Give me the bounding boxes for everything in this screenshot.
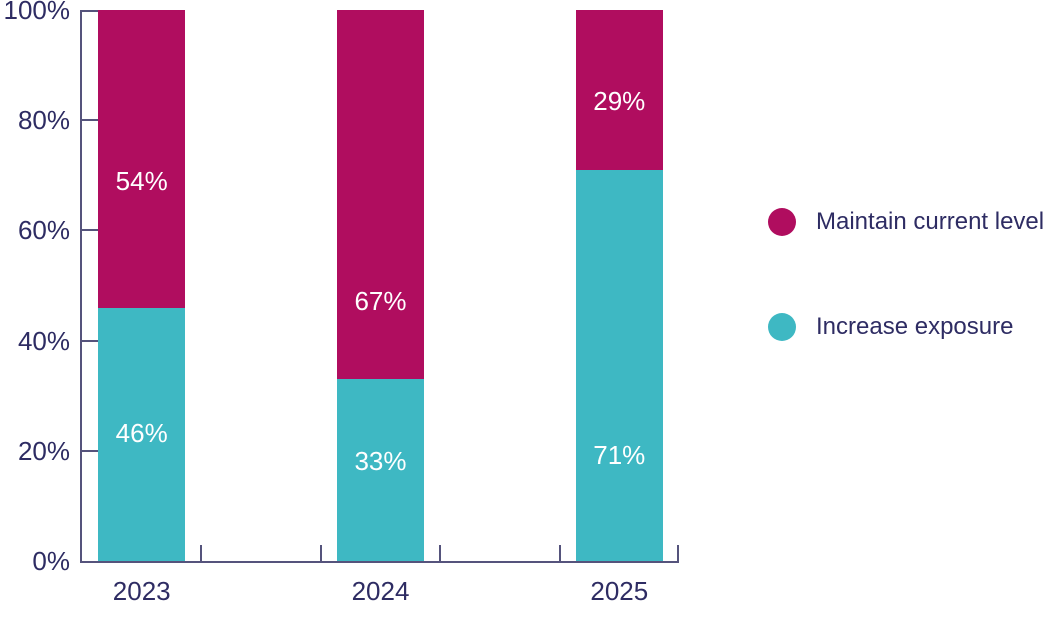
x-axis-tick xyxy=(319,545,322,561)
bar-segment-increase-exposure-2024 xyxy=(337,379,424,561)
bar-segment-increase-exposure-2025 xyxy=(575,169,663,561)
y-tick-label: 40% xyxy=(17,325,70,356)
x-axis-tick xyxy=(439,545,442,561)
bar-segment-maintain-current-level-2025 xyxy=(575,10,663,170)
bar-value-label: 46% xyxy=(115,418,168,449)
y-tick-label: 20% xyxy=(17,435,70,466)
y-tick-label: 0% xyxy=(32,546,70,576)
y-axis-tick xyxy=(82,10,98,12)
plot-area: 0% 20% 40% 60% 80% 100% 46% 54% 2023 33% 67% 2024 71… xyxy=(4,0,679,605)
y-axis-tick xyxy=(82,119,98,122)
x-axis-line xyxy=(80,561,679,563)
bar-value-label: 29% xyxy=(593,85,646,116)
legend-item-label: Maintain current level xyxy=(816,208,1045,235)
legend-color-dot-icon xyxy=(768,313,796,341)
y-tick-label: 100% xyxy=(3,0,71,25)
y-axis-tick xyxy=(82,229,98,232)
y-tick-label: 80% xyxy=(17,105,70,136)
legend-color-dot-icon xyxy=(768,208,796,236)
x-axis-tick xyxy=(558,545,561,561)
y-axis-tick xyxy=(82,339,98,342)
y-tick-label: 60% xyxy=(17,215,70,246)
bar-segment-increase-exposure-2023 xyxy=(98,307,186,561)
x-axis-tick xyxy=(200,545,203,561)
x-axis-tick xyxy=(677,545,679,561)
x-tick-label-2024: 2024 xyxy=(351,576,410,606)
legend-item-increase-exposure: Increase exposure xyxy=(768,313,1013,341)
legend-item-label: Increase exposure xyxy=(816,313,1014,340)
bar-value-label: 54% xyxy=(115,165,168,196)
y-axis-tick xyxy=(82,449,98,452)
y-axis-line xyxy=(80,10,82,563)
bar-value-label: 33% xyxy=(354,446,407,477)
bar-segment-maintain-current-level-2024 xyxy=(337,10,424,380)
bar-segment-maintain-current-level-2023 xyxy=(98,10,186,308)
bar-value-label: 67% xyxy=(354,285,407,316)
x-tick-label-2025: 2025 xyxy=(590,576,649,606)
bar-value-label: 71% xyxy=(593,440,646,471)
legend-item-maintain-current-level: Maintain current level xyxy=(768,208,1044,236)
x-tick-label-2023: 2023 xyxy=(112,576,171,606)
